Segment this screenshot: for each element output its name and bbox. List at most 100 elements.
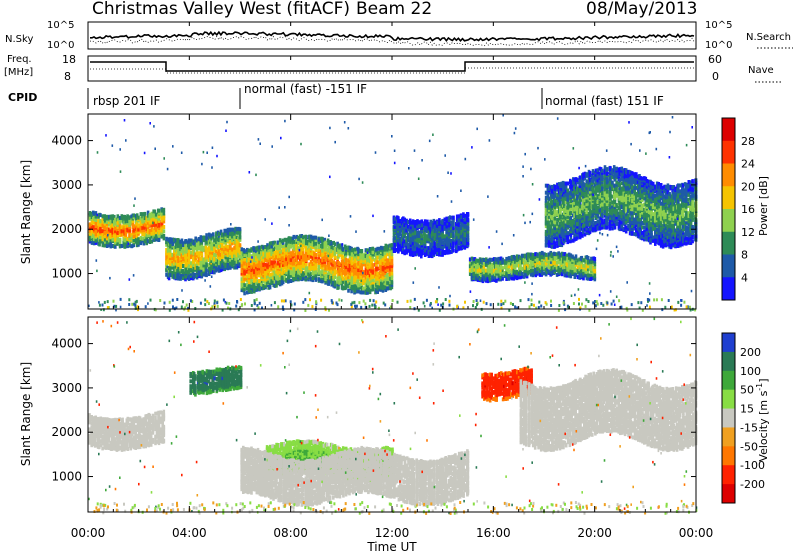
data-cell	[248, 274, 251, 278]
data-cell	[281, 267, 285, 272]
data-cell	[550, 234, 554, 239]
data-cell	[287, 263, 291, 268]
data-cell	[405, 218, 408, 223]
data-cell	[436, 220, 439, 225]
data-cell	[399, 236, 402, 241]
data-cell	[441, 250, 444, 255]
data-cell	[541, 250, 544, 255]
data-cell	[460, 229, 463, 234]
data-cell	[324, 243, 327, 248]
data-cell	[460, 246, 463, 251]
data-cell	[313, 237, 316, 242]
data-cell	[547, 205, 551, 210]
data-cell	[544, 201, 548, 205]
data-cell	[137, 229, 140, 234]
data-cell	[281, 276, 285, 281]
data-cell	[224, 228, 227, 233]
data-cell	[350, 280, 354, 285]
data-cell	[148, 223, 152, 228]
data-cell	[111, 225, 114, 230]
data-cell	[497, 272, 500, 277]
data-cell	[519, 258, 522, 263]
data-cell	[546, 257, 549, 262]
data-cell	[218, 268, 221, 273]
data-cell	[389, 243, 392, 248]
data-cell	[224, 249, 227, 254]
data-cell	[194, 263, 197, 268]
data-cell	[443, 217, 447, 222]
data-cell	[417, 224, 421, 229]
data-cell	[292, 276, 296, 281]
data-cell	[482, 261, 486, 266]
data-cell	[160, 212, 164, 217]
data-cell	[566, 208, 569, 213]
data-cell	[114, 217, 117, 222]
data-cell	[264, 258, 267, 263]
data-cell	[124, 238, 128, 243]
data-cell	[273, 263, 277, 268]
data-cell	[402, 237, 405, 242]
data-cell	[275, 283, 278, 288]
data-cell	[560, 215, 564, 219]
data-cell	[237, 262, 240, 267]
data-cell	[273, 253, 277, 258]
data-cell	[482, 265, 486, 270]
data-cell	[544, 224, 548, 229]
data-cell	[470, 272, 474, 277]
data-cell	[324, 274, 327, 279]
data-cell	[255, 249, 258, 254]
data-cell	[529, 254, 533, 259]
data-cell	[544, 206, 548, 210]
data-cell	[569, 269, 573, 274]
data-cell	[350, 261, 354, 266]
data-cell	[132, 224, 136, 229]
data-cell	[563, 210, 566, 215]
data-cell	[344, 257, 348, 262]
data-cell	[101, 240, 105, 245]
data-cell	[304, 244, 308, 249]
data-cell	[553, 220, 557, 225]
data-cell	[578, 267, 581, 272]
data-cell	[132, 213, 136, 218]
data-cell	[171, 272, 174, 277]
data-cell	[593, 271, 597, 276]
data-cell	[317, 240, 321, 245]
data-cell	[213, 248, 216, 253]
data-cell	[430, 230, 434, 235]
data-cell	[246, 269, 249, 274]
data-cell	[357, 274, 360, 279]
data-cell	[447, 223, 451, 228]
data-cell	[237, 226, 240, 231]
data-cell	[187, 264, 191, 269]
data-cell	[124, 241, 128, 246]
data-cell	[381, 288, 385, 293]
data-cell	[256, 271, 260, 276]
data-cell	[150, 211, 154, 216]
data-cell	[495, 260, 498, 265]
data-cell	[305, 265, 308, 270]
data-cell	[480, 278, 483, 283]
data-cell	[499, 264, 503, 269]
data-cell	[278, 241, 282, 246]
data-cell	[507, 272, 511, 277]
data-cell	[420, 241, 424, 246]
data-cell	[457, 223, 461, 227]
data-cell	[243, 291, 246, 296]
data-cell	[246, 274, 249, 279]
data-cell	[266, 243, 269, 248]
data-cell	[590, 259, 593, 264]
data-cell	[414, 250, 417, 255]
data-cell	[462, 218, 465, 223]
data-cell	[246, 254, 249, 259]
data-cell	[348, 253, 352, 258]
data-cell	[564, 192, 568, 197]
data-cell	[538, 251, 542, 256]
data-cell	[240, 260, 244, 265]
data-cell	[586, 266, 590, 271]
data-cell	[215, 238, 218, 242]
data-cell	[148, 228, 152, 233]
data-cell	[452, 215, 455, 220]
data-cell	[563, 234, 566, 239]
data-cell	[116, 220, 120, 225]
data-cell	[559, 236, 562, 241]
